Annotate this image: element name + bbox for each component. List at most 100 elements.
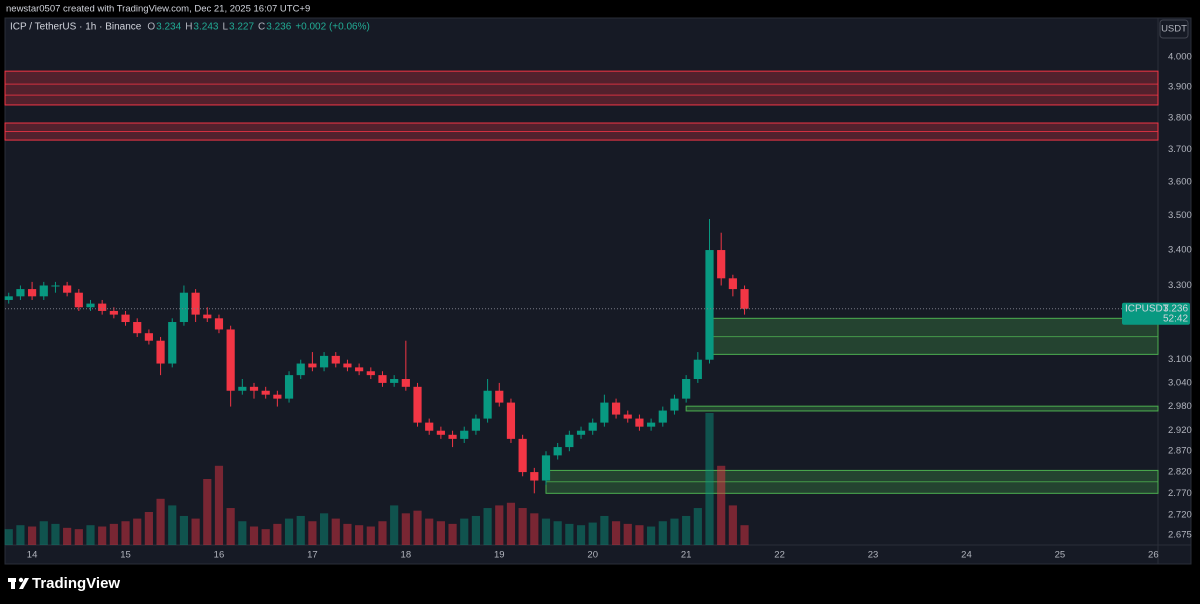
candle-body	[39, 285, 48, 297]
volume-bar	[168, 505, 177, 545]
volume-bar	[226, 508, 235, 545]
candle-body	[682, 379, 691, 399]
candle-body	[319, 355, 329, 368]
chart-panel	[4, 17, 1192, 565]
volume-bar	[284, 518, 294, 545]
candle-body	[133, 322, 142, 334]
y-tick-label: 3.600	[1168, 177, 1192, 188]
legend-value: 3.227	[229, 22, 254, 33]
currency-box[interactable]	[1159, 19, 1189, 39]
volume-bar	[553, 521, 562, 545]
volume-bar	[647, 526, 656, 545]
y-tick-label: 2.770	[1168, 488, 1192, 499]
x-tick-label: 20	[587, 550, 598, 561]
volume-bar	[378, 521, 387, 545]
candle-body	[249, 386, 259, 391]
y-tick-label: 2.980	[1168, 401, 1192, 412]
volume-bar	[448, 523, 457, 545]
candle-body	[728, 278, 737, 290]
legend-letter: H	[185, 22, 192, 33]
candle-body	[670, 398, 679, 411]
volume-bar	[693, 508, 702, 545]
y-tick-label: 2.675	[1168, 529, 1192, 540]
volume-bar	[705, 413, 714, 545]
candle-body	[541, 455, 551, 481]
last-price-label: 3.236	[1163, 303, 1188, 314]
candle-body	[518, 438, 527, 473]
legend-value: 3.234	[156, 22, 181, 33]
candle-body	[109, 310, 118, 315]
x-tick-label: 26	[1148, 550, 1159, 561]
candle-body	[98, 303, 107, 311]
candle-body	[401, 379, 410, 387]
zone	[4, 70, 1159, 106]
legend: ICP / TetherUS · 1h · Binance O 3.234 H 3.24…	[10, 22, 370, 33]
candle-body	[74, 292, 83, 308]
candle-body	[600, 402, 609, 423]
volume-bar	[366, 526, 375, 545]
x-tick-label: 18	[401, 550, 412, 561]
candle-body	[238, 386, 247, 391]
volume-bar	[588, 522, 597, 545]
y-tick-label: 2.870	[1168, 446, 1192, 457]
brand-logo	[8, 577, 29, 589]
candle-body	[121, 314, 130, 323]
y-tick-label: 4.000	[1168, 52, 1192, 63]
x-tick-label: 25	[1055, 550, 1066, 561]
volume-bar	[51, 523, 60, 545]
volume-bar	[471, 515, 481, 545]
volume-bar	[343, 523, 352, 545]
x-tick-label: 21	[681, 550, 692, 561]
volume-bar	[296, 515, 305, 545]
volume-bar	[179, 515, 189, 545]
legend-letter: L	[222, 22, 228, 33]
candle-body	[16, 289, 25, 297]
x-tick-label: 17	[307, 550, 318, 561]
candle-body	[378, 375, 387, 383]
candle-body	[296, 363, 305, 376]
candle-body	[179, 292, 189, 323]
volume-bar	[39, 521, 48, 545]
candle-body	[530, 472, 539, 481]
y-tick-label: 3.900	[1168, 82, 1192, 93]
volume-bar	[413, 510, 422, 545]
volume-bar	[74, 529, 83, 545]
x-tick-label: 16	[214, 550, 225, 561]
volume-bar	[16, 525, 25, 545]
volume-bar	[4, 529, 13, 545]
candle-body	[495, 390, 504, 403]
candle-body	[460, 430, 469, 439]
volume-bar	[261, 529, 270, 545]
candle-body	[623, 414, 632, 419]
volume-bar	[483, 508, 492, 545]
candle-body	[343, 363, 352, 368]
volume-bar	[740, 525, 749, 545]
candle-body	[658, 410, 667, 423]
credit: newstar0507 created with TradingView.com…	[6, 4, 310, 15]
volume-bar	[506, 502, 516, 545]
candle-body	[86, 303, 95, 308]
candle-body	[740, 289, 749, 309]
candle-body	[390, 379, 399, 383]
volume-bar	[541, 518, 551, 545]
candle-body	[647, 422, 656, 427]
volume-bar	[214, 465, 224, 545]
volume-bar	[460, 518, 469, 545]
candle-body	[214, 318, 224, 330]
candle-body	[448, 434, 457, 439]
countdown: 52:42	[1163, 313, 1188, 324]
volume-bar	[600, 515, 609, 545]
volume-bar	[86, 525, 95, 545]
candle-body	[705, 250, 714, 360]
candle-body	[355, 367, 364, 372]
volume-bar	[635, 525, 644, 545]
volume-bar	[670, 518, 679, 545]
volume-bar	[63, 527, 72, 545]
volume-bar	[156, 498, 165, 545]
volume-bar	[658, 521, 667, 545]
volume-bar	[728, 505, 737, 545]
candle-body	[156, 340, 165, 364]
x-tick-label: 15	[120, 550, 131, 561]
